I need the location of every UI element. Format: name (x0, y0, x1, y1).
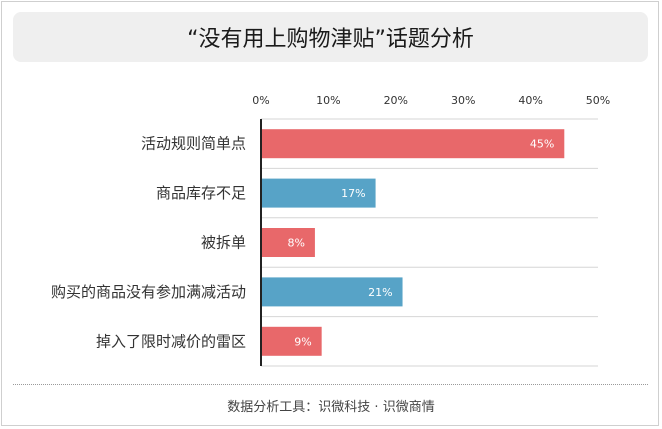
category-label: 被拆单 (201, 234, 246, 252)
bar-value-label: 9% (294, 335, 311, 348)
category-label: 活动规则简单点 (141, 135, 246, 153)
bar-value-label: 21% (368, 286, 392, 299)
x-tick-label: 10% (316, 94, 340, 107)
bars: 45% 17% 8% 21% 9% (261, 129, 565, 356)
bar (261, 129, 565, 159)
x-axis-ticks: 0% 10% 20% 30% 40% 50% (252, 94, 610, 107)
category-label: 掉入了限时减价的雷区 (96, 332, 246, 350)
x-tick-label: 20% (384, 94, 408, 107)
bar-value-label: 17% (341, 187, 365, 200)
bar (261, 178, 376, 208)
category-label: 商品库存不足 (156, 184, 246, 202)
footer-credit: 数据分析工具：识微科技 · 识微商情 (227, 400, 435, 415)
category-label: 购买的商品没有参加满减活动 (51, 283, 246, 301)
footer-divider (13, 384, 648, 385)
bar (261, 228, 315, 257)
x-tick-label: 50% (586, 94, 610, 107)
title-banner: “没有用上购物津贴”话题分析 (13, 12, 648, 62)
x-tick-label: 0% (252, 94, 269, 107)
bar (261, 326, 322, 356)
bar-value-label: 8% (287, 237, 304, 250)
bar-value-label: 45% (530, 138, 554, 151)
x-tick-label: 30% (451, 94, 475, 107)
row-gridlines (261, 118, 598, 367)
x-tick-label: 40% (518, 94, 542, 107)
chart-title: “没有用上购物津贴”话题分析 (187, 27, 474, 52)
bar (261, 277, 403, 307)
